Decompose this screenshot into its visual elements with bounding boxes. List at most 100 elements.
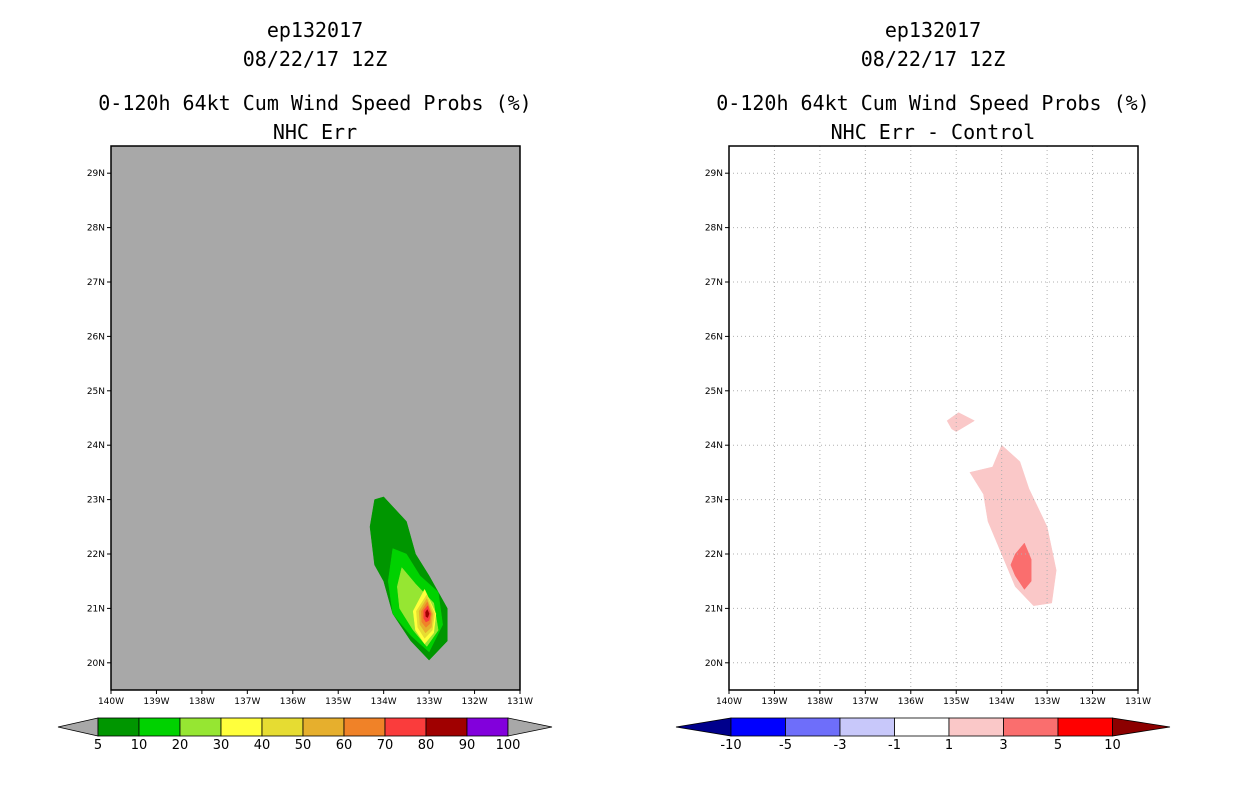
colorbar-label: 50 [295, 738, 312, 753]
y-tick-label: 27N [705, 278, 723, 288]
x-tick-label: 139W [761, 697, 787, 707]
colorbar-label: 30 [213, 738, 230, 753]
x-tick-label: 135W [943, 697, 969, 707]
plot-frame [110, 145, 521, 691]
colorbar-box [1057, 717, 1113, 737]
y-tick-label: 24N [87, 441, 105, 451]
x-tick-label: 134W [371, 697, 397, 707]
colorbar-label: 100 [496, 738, 521, 753]
colorbar-box [425, 717, 468, 737]
x-tick-label: 134W [989, 697, 1015, 707]
x-tick-label: 140W [98, 697, 124, 707]
y-tick-label: 29N [705, 169, 723, 179]
plot-background [111, 146, 520, 690]
x-tick-label: 132W [1080, 697, 1106, 707]
colorbar-label: -3 [834, 738, 847, 753]
y-tick-label: 21N [87, 604, 105, 614]
colorbar-box [384, 717, 427, 737]
y-tick-label: 27N [87, 278, 105, 288]
colorbar-box [302, 717, 345, 737]
y-tick-label: 25N [705, 387, 723, 397]
x-tick-label: 138W [807, 697, 833, 707]
colorbar-label: 80 [418, 738, 435, 753]
contour-level-80-8 [425, 608, 430, 618]
colorbar-box [466, 717, 509, 737]
colorbar-box [179, 717, 222, 737]
panel-right: 140W 139W 138W 137W 136W 135W 134W 133W 132W 131W… [675, 145, 1171, 753]
colorbar-box [261, 717, 304, 737]
x-tick-label: 135W [325, 697, 351, 707]
colorbar-box [138, 717, 181, 737]
y-tick-label: 23N [87, 496, 105, 506]
colorbar-under-triangle [675, 717, 732, 737]
colorbar-right: -10 -5 -3 -1 1 3 5 10 [675, 717, 1171, 753]
y-tick-label: 21N [705, 604, 723, 614]
colorbar-over-triangle [507, 717, 553, 737]
contour-level-1-0 [946, 412, 975, 432]
x-tick-label: 137W [852, 697, 878, 707]
y-tick-label: 23N [705, 496, 723, 506]
x-tick-label: 136W [898, 697, 924, 707]
x-tick-label: 133W [416, 697, 442, 707]
colorbar-label: -5 [779, 738, 792, 753]
colorbar-over-triangle [1112, 717, 1171, 737]
colorbar-box [1003, 717, 1059, 737]
colorbar-box [785, 717, 841, 737]
right-product-title: 0-120h 64kt Cum Wind Speed Probs (%) [716, 91, 1150, 115]
colorbar-label: 5 [1054, 738, 1062, 753]
colorbar-box [948, 717, 1004, 737]
x-tick-label: 137W [234, 697, 260, 707]
x-tick-label: 132W [462, 697, 488, 707]
y-tick-label: 26N [705, 332, 723, 342]
x-tick-label: 131W [507, 697, 533, 707]
colorbar-label: -1 [888, 738, 901, 753]
colorbar-label: 90 [459, 738, 476, 753]
y-tick-label: 29N [87, 169, 105, 179]
left-datetime: 08/22/17 12Z [242, 47, 388, 71]
y-tick-label: 20N [705, 659, 723, 669]
colorbar-label: 60 [336, 738, 353, 753]
y-tick-label: 25N [87, 387, 105, 397]
y-tick-label: 28N [705, 224, 723, 234]
y-tick-label: 20N [87, 659, 105, 669]
colorbar-box [220, 717, 263, 737]
colorbar-box [343, 717, 386, 737]
colorbar-box [97, 717, 140, 737]
colorbar-label: 70 [377, 738, 394, 753]
panel-left: 140W 139W 138W 137W 136W 135W 134W 133W 132W 131W… [57, 145, 553, 753]
y-tick-label: 28N [87, 224, 105, 234]
y-tick-label: 22N [87, 550, 105, 560]
x-tick-label: 138W [189, 697, 215, 707]
contour-level-3-2 [1010, 542, 1032, 590]
right-datetime: 08/22/17 12Z [860, 47, 1006, 71]
colorbar-label: -10 [720, 738, 741, 753]
colorbar-box [730, 717, 786, 737]
x-tick-label: 131W [1125, 697, 1151, 707]
colorbar-box [839, 717, 895, 737]
colorbar-label: 1 [945, 738, 953, 753]
colorbar-label: 20 [172, 738, 189, 753]
x-tick-label: 139W [143, 697, 169, 707]
y-tick-label: 24N [705, 441, 723, 451]
colorbar-under-triangle [57, 717, 99, 737]
left-storm-id: ep132017 [266, 18, 364, 42]
right-subtitle: NHC Err - Control [830, 120, 1036, 144]
colorbar-label: 5 [94, 738, 102, 753]
right-storm-id: ep132017 [884, 18, 982, 42]
colorbar-label: 10 [1104, 738, 1121, 753]
x-tick-label: 133W [1034, 697, 1060, 707]
y-tick-label: 22N [705, 550, 723, 560]
x-tick-label: 136W [280, 697, 306, 707]
plot-frame [728, 145, 1139, 691]
colorbar-box [894, 717, 950, 737]
contour-level-1-1 [969, 444, 1057, 606]
colorbar-label: 40 [254, 738, 271, 753]
plot-background [729, 146, 1138, 690]
colorbar-label: 3 [999, 738, 1007, 753]
y-tick-label: 26N [87, 332, 105, 342]
x-tick-label: 140W [716, 697, 742, 707]
left-subtitle: NHC Err [272, 120, 358, 144]
left-product-title: 0-120h 64kt Cum Wind Speed Probs (%) [98, 91, 532, 115]
colorbar-left: 5 10 20 30 40 50 60 70 80 90 100 [57, 717, 553, 753]
